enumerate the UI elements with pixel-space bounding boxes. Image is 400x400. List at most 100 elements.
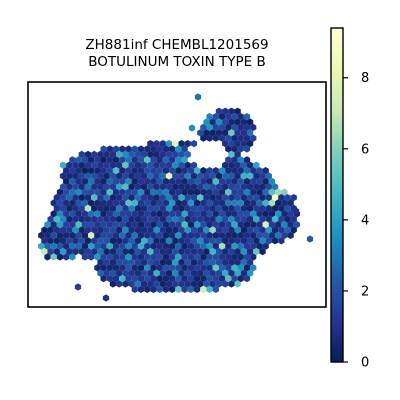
hex-cell <box>116 269 123 277</box>
hex-cell <box>228 237 235 245</box>
hex-cell <box>91 248 98 256</box>
hex-cell <box>181 253 188 261</box>
hex-cell <box>212 123 219 131</box>
hex-cell <box>94 221 101 229</box>
hex-cell <box>128 237 135 245</box>
hex-cell <box>234 226 241 234</box>
hex-cell <box>293 221 300 229</box>
hex-cell <box>206 285 213 293</box>
hex-cell <box>116 172 123 180</box>
hex-cell <box>103 226 110 234</box>
hex-cell <box>131 285 138 293</box>
hex-cell <box>88 177 95 185</box>
hex-cell <box>94 242 101 250</box>
hex-cell <box>259 204 266 212</box>
hex-cell <box>237 253 244 261</box>
hex-cell <box>162 145 170 153</box>
hex-cell <box>209 269 216 277</box>
hex-cell <box>88 231 95 239</box>
hex-cell <box>112 145 120 153</box>
hex-cell <box>56 242 64 250</box>
hex-cell <box>72 215 79 223</box>
hex-cell <box>84 161 92 169</box>
hex-cell <box>165 204 173 212</box>
hex-cell <box>169 199 176 207</box>
hex-cell <box>228 172 235 180</box>
hex-cell <box>203 118 210 126</box>
hex-cell <box>215 204 223 212</box>
hex-cell <box>81 253 88 261</box>
hex-cell <box>190 172 198 180</box>
hex-cell <box>243 264 251 272</box>
hex-cell <box>234 194 241 202</box>
hex-cell <box>144 285 151 293</box>
hex-cell <box>284 215 291 223</box>
hex-cell <box>172 215 179 223</box>
hex-cell <box>234 258 241 266</box>
hex-cell <box>215 118 223 126</box>
hex-cell <box>200 134 207 142</box>
hex-cell <box>150 275 157 283</box>
hex-cell <box>97 194 104 202</box>
hex-cell <box>141 204 148 212</box>
hex-cell <box>218 188 226 196</box>
hex-cell <box>222 118 229 126</box>
hex-cell <box>141 150 148 158</box>
hex-cell <box>262 242 269 250</box>
hex-cell <box>172 280 179 288</box>
hex-cell <box>169 188 176 196</box>
hex-cell <box>190 248 198 256</box>
hex-cell <box>112 275 120 283</box>
hex-cell <box>137 242 145 250</box>
hex-cell <box>169 210 176 218</box>
hex-cell <box>184 204 191 212</box>
hex-cell <box>103 183 110 191</box>
hex-cell <box>228 280 235 288</box>
hex-cell <box>197 258 204 266</box>
hex-cell <box>131 264 138 272</box>
hex-cell <box>116 226 123 234</box>
hex-cell <box>109 280 117 288</box>
hex-cell <box>75 167 82 175</box>
hex-cell <box>137 188 145 196</box>
hex-cell <box>284 226 291 234</box>
hex-cell <box>63 242 70 250</box>
hex-cell <box>206 188 213 196</box>
hex-cell <box>74 283 82 291</box>
hex-cell <box>262 177 269 185</box>
hex-cell <box>91 161 98 169</box>
hex-cell <box>109 183 117 191</box>
hex-cell <box>44 231 51 239</box>
hex-cell <box>247 269 254 277</box>
hex-cell <box>134 280 141 288</box>
hex-cell <box>109 248 117 256</box>
hex-cell <box>156 145 163 153</box>
hex-cell <box>281 199 288 207</box>
hex-cell <box>250 253 257 261</box>
hex-cell <box>194 188 201 196</box>
hex-cell <box>88 242 95 250</box>
hex-cell <box>175 253 182 261</box>
hex-cell <box>181 167 188 175</box>
hex-cell <box>250 242 257 250</box>
hex-cell <box>97 269 104 277</box>
hex-cell <box>190 226 198 234</box>
hex-cell <box>159 150 166 158</box>
hex-cell <box>262 210 269 218</box>
hex-cell <box>194 242 201 250</box>
hex-cell <box>97 226 104 234</box>
hex-cell <box>156 253 163 261</box>
hex-cell <box>178 161 185 169</box>
hex-cell <box>75 199 82 207</box>
hex-cell <box>144 264 151 272</box>
hex-cell <box>184 172 191 180</box>
hex-cell <box>225 275 232 283</box>
hex-cell <box>200 253 207 261</box>
hex-cell <box>63 177 70 185</box>
hex-cell <box>103 150 110 158</box>
hex-cell <box>212 210 219 218</box>
hex-cell <box>203 269 210 277</box>
hex-cell <box>250 264 257 272</box>
hex-cell <box>225 242 232 250</box>
hex-cell <box>222 107 229 115</box>
